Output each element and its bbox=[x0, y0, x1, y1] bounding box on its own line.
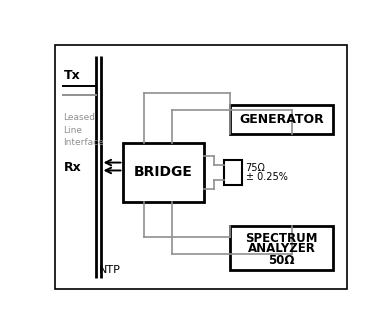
FancyBboxPatch shape bbox=[230, 226, 333, 270]
Text: ± 0.25%: ± 0.25% bbox=[245, 172, 287, 182]
Text: Rx: Rx bbox=[64, 161, 82, 174]
FancyBboxPatch shape bbox=[230, 105, 333, 134]
Text: 75Ω: 75Ω bbox=[245, 163, 265, 173]
Text: ANALYZER: ANALYZER bbox=[247, 242, 315, 255]
Text: BRIDGE: BRIDGE bbox=[134, 165, 193, 179]
Text: GENERATOR: GENERATOR bbox=[239, 113, 324, 126]
Text: NTP: NTP bbox=[99, 265, 121, 275]
Text: SPECTRUM: SPECTRUM bbox=[245, 232, 318, 245]
FancyBboxPatch shape bbox=[123, 143, 204, 202]
Text: 50Ω: 50Ω bbox=[268, 254, 295, 267]
Text: Tx: Tx bbox=[64, 70, 81, 82]
Text: Leased
Line
Interface: Leased Line Interface bbox=[64, 113, 104, 147]
FancyBboxPatch shape bbox=[224, 160, 242, 185]
